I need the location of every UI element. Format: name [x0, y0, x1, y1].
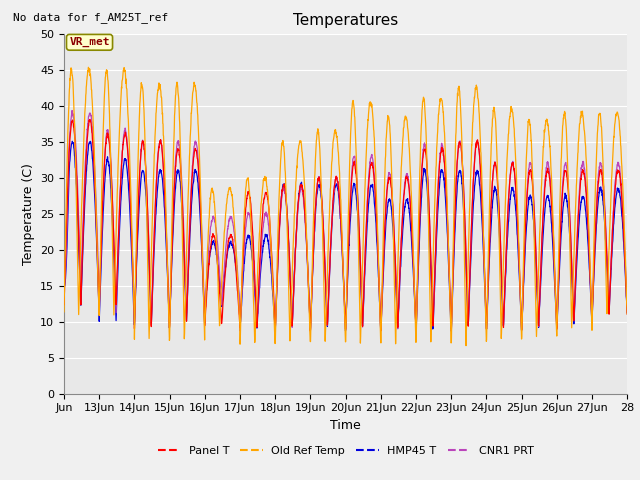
Y-axis label: Temperature (C): Temperature (C)	[22, 163, 35, 264]
Legend: Panel T, Old Ref Temp, HMP45 T, CNR1 PRT: Panel T, Old Ref Temp, HMP45 T, CNR1 PRT	[153, 441, 538, 460]
Text: VR_met: VR_met	[69, 37, 110, 48]
X-axis label: Time: Time	[330, 419, 361, 432]
Title: Temperatures: Temperatures	[293, 13, 398, 28]
Text: No data for f_AM25T_ref: No data for f_AM25T_ref	[13, 12, 168, 23]
